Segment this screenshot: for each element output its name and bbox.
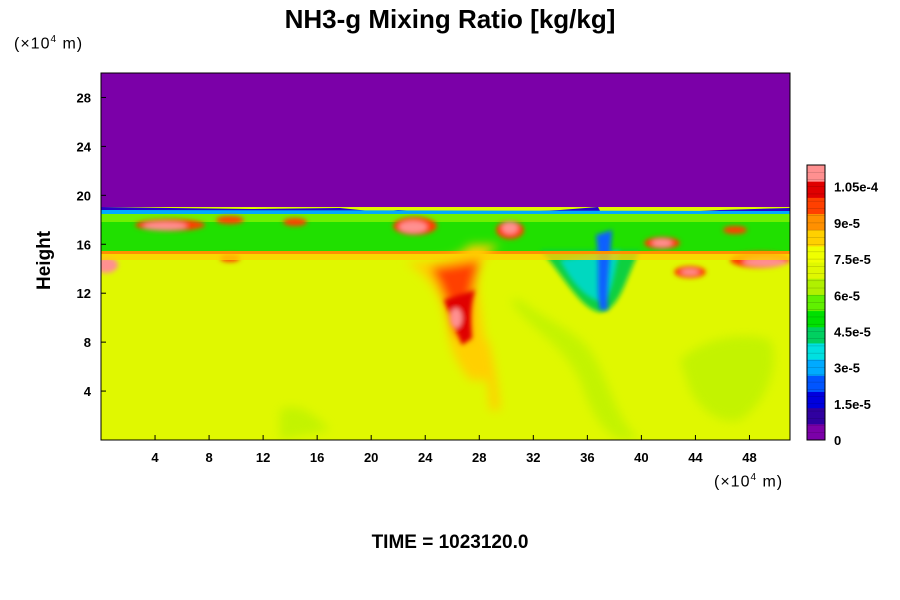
- x-tick-label: 12: [256, 450, 270, 465]
- colorbar-swatch: [807, 262, 825, 279]
- colorbar-label: 6e-5: [834, 288, 860, 303]
- y-tick-label: 16: [77, 237, 91, 252]
- x-tick-label: 16: [310, 450, 324, 465]
- x-tick-label: 8: [205, 450, 212, 465]
- x-tick-label: 48: [742, 450, 756, 465]
- y-tick-label: 12: [77, 286, 91, 301]
- colorbar-swatch: [807, 229, 825, 247]
- colorbar-swatch: [807, 310, 825, 328]
- colorbar-swatch: [807, 245, 825, 263]
- colorbar-label: 3e-5: [834, 361, 860, 376]
- colorbar-swatch: [807, 375, 825, 392]
- colorbar-label: 0: [834, 433, 841, 448]
- y-tick-label: 28: [77, 90, 91, 105]
- colorbar-swatch: [807, 165, 825, 182]
- x-tick-label: 4: [151, 450, 159, 465]
- colorbar-label: 9e-5: [834, 216, 860, 231]
- x-tick-label: 36: [580, 450, 594, 465]
- y-tick-label: 20: [77, 188, 91, 203]
- colorbar-swatch: [807, 326, 825, 344]
- colorbar-swatch: [807, 359, 825, 376]
- x-tick-label: 44: [688, 450, 703, 465]
- colorbar-swatch: [807, 391, 825, 409]
- chart-title: NH3-g Mixing Ratio [kg/kg]: [284, 4, 616, 34]
- x-axis-ticks: 4 8 12 16 20 24 28 32 36 40 44 48: [151, 435, 757, 465]
- colorbar-label: 7.5e-5: [834, 252, 871, 267]
- x-tick-label: 40: [634, 450, 648, 465]
- time-label: TIME = 1023120.0: [371, 532, 529, 553]
- y-tick-label: 24: [77, 139, 92, 154]
- x-tick-label: 24: [418, 450, 433, 465]
- colorbar-swatch: [807, 181, 825, 198]
- x-tick-label: 20: [364, 450, 378, 465]
- x-axis-unit: (×104 m): [714, 472, 784, 491]
- y-axis-unit: (×104 m): [14, 34, 84, 53]
- x-tick-label: 32: [526, 450, 540, 465]
- colorbar-swatch: [807, 278, 825, 295]
- colorbar-swatch: [807, 407, 825, 425]
- colorbar: 1.05e-4 9e-5 7.5e-5 6e-5 4.5e-5 3e-5 1.5e-5 0: [806, 164, 879, 448]
- plot-frame: [100, 72, 791, 441]
- colorbar-swatch: [807, 197, 825, 215]
- colorbar-frame: [806, 164, 826, 441]
- colorbar-label: 4.5e-5: [834, 324, 871, 339]
- colorbar-label: 1.05e-4: [834, 180, 879, 195]
- y-axis-ticks: 4 8 12 16 20 24 28: [77, 90, 106, 399]
- mixing-ratio-field: [101, 73, 790, 440]
- colorbar-swatch: [807, 213, 825, 231]
- colorbar-swatch: [807, 342, 825, 360]
- colorbar-swatch: [807, 294, 825, 312]
- colorbar-swatch: [807, 423, 825, 441]
- y-tick-label: 8: [84, 335, 91, 350]
- x-tick-label: 28: [472, 450, 486, 465]
- y-tick-label: 4: [84, 384, 92, 399]
- colorbar-label: 1.5e-5: [834, 397, 871, 412]
